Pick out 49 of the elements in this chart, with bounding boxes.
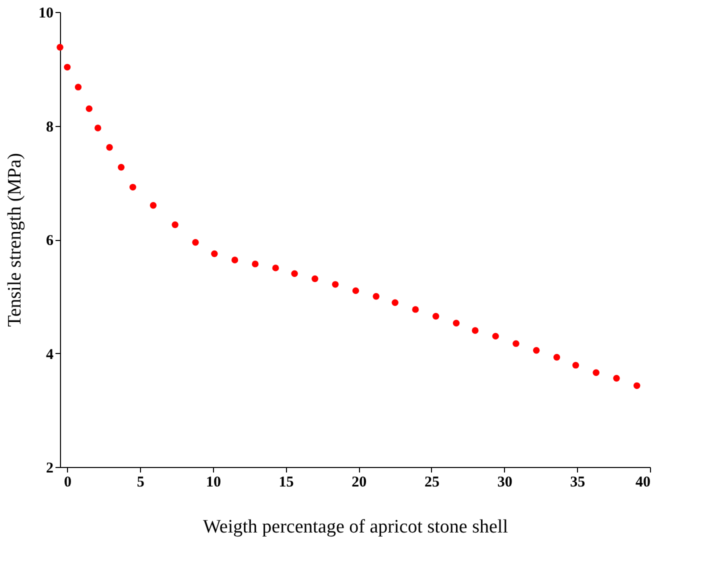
point	[64, 64, 71, 71]
point	[533, 347, 540, 354]
point	[392, 299, 398, 306]
point	[272, 264, 279, 272]
point	[252, 260, 259, 268]
x-tick-label: 0	[64, 474, 72, 490]
point	[106, 144, 113, 151]
x-tick-label: 35	[570, 474, 586, 490]
point	[634, 382, 640, 390]
point	[512, 340, 520, 347]
x-tick-label: 40	[636, 474, 650, 490]
point	[74, 84, 82, 90]
point	[56, 44, 64, 51]
point	[412, 306, 419, 313]
y-tick-label: 4	[46, 346, 54, 363]
point	[211, 250, 218, 258]
point	[86, 105, 92, 112]
x-tick-label: 25	[424, 474, 440, 490]
point	[492, 332, 499, 340]
point	[172, 221, 178, 228]
point	[553, 354, 560, 361]
point	[129, 184, 136, 191]
point	[118, 164, 125, 171]
y-tick-label: 2	[46, 460, 54, 476]
y-tick-label: 10	[38, 6, 54, 22]
point	[291, 270, 298, 277]
x-tick-label: 5	[136, 474, 144, 490]
point	[372, 293, 380, 300]
x-tick-label: 15	[278, 474, 294, 490]
x-tick-label: 30	[497, 474, 512, 490]
y-axis-title: Tensile strength (MPa)	[4, 153, 26, 327]
point	[231, 256, 238, 264]
point	[312, 275, 318, 282]
y-tick-label: 6	[46, 233, 54, 249]
x-tick-label: 20	[352, 474, 367, 490]
x-tick-label: 10	[206, 474, 221, 490]
point	[452, 320, 460, 326]
point	[94, 124, 102, 132]
point	[332, 281, 339, 288]
y-tick-label: 8	[46, 119, 54, 136]
point	[192, 238, 199, 246]
point	[352, 287, 360, 294]
point	[472, 327, 479, 334]
point	[150, 202, 157, 209]
x-axis-title: Weigth percentage of apricot stone shell	[203, 516, 508, 538]
point	[572, 362, 580, 369]
point	[432, 312, 440, 320]
point	[613, 374, 620, 382]
point	[592, 369, 600, 376]
